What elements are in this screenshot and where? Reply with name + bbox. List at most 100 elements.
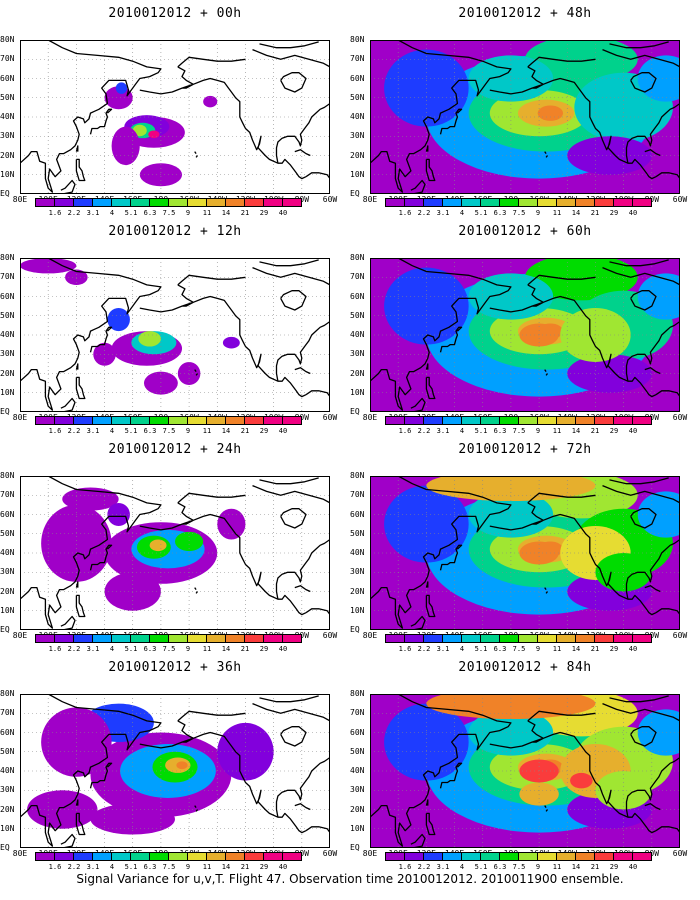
legend-label: 11 bbox=[202, 427, 212, 435]
lat-label: 70N bbox=[350, 54, 365, 64]
legend-swatch bbox=[35, 416, 55, 425]
legend-label: 40 bbox=[278, 209, 288, 217]
coastline bbox=[527, 492, 596, 504]
legend-swatch bbox=[423, 416, 443, 425]
legend-label: 29 bbox=[609, 427, 619, 435]
legend-swatch bbox=[442, 634, 462, 643]
legend-swatch bbox=[168, 416, 188, 425]
coastline bbox=[195, 591, 199, 594]
coastline bbox=[425, 145, 429, 152]
coastline bbox=[280, 72, 307, 93]
lon-label: 80E bbox=[362, 413, 378, 422]
lat-label: 40N bbox=[0, 548, 15, 557]
legend-label: 6.3 bbox=[143, 427, 157, 435]
legend-label: 14 bbox=[221, 209, 231, 217]
coastline bbox=[89, 326, 113, 353]
coastline bbox=[177, 56, 246, 68]
coastline bbox=[177, 710, 246, 722]
lat-label: 70N bbox=[0, 708, 15, 718]
coastline bbox=[609, 477, 669, 485]
legend-label: 9 bbox=[535, 209, 541, 217]
panel-title: 2010012012 + 00h bbox=[108, 6, 242, 21]
variance-contour bbox=[148, 130, 160, 139]
legend-label: 9 bbox=[185, 645, 191, 653]
legend-label: 3.1 bbox=[86, 209, 100, 217]
coastline bbox=[294, 585, 311, 593]
lat-label: 10N bbox=[0, 169, 15, 179]
coastline bbox=[625, 102, 680, 164]
coastline bbox=[410, 615, 426, 630]
legend-swatch bbox=[263, 852, 283, 861]
legend-label: 9 bbox=[185, 209, 191, 217]
legend-label: 9 bbox=[535, 427, 541, 435]
coastline bbox=[545, 809, 549, 812]
coastline bbox=[177, 720, 307, 834]
variance-contour bbox=[149, 539, 167, 552]
lat-label: 30N bbox=[0, 131, 15, 141]
variance-contour bbox=[104, 86, 133, 110]
legend-swatch bbox=[206, 634, 226, 643]
legend-swatch bbox=[423, 852, 443, 861]
legend-label: 3.1 bbox=[86, 863, 100, 871]
coastline bbox=[425, 799, 429, 806]
map-frame bbox=[370, 476, 680, 630]
coastline bbox=[527, 274, 596, 286]
lat-label: 50N bbox=[350, 746, 365, 756]
legend-swatch bbox=[575, 852, 595, 861]
legend-label: 14 bbox=[221, 427, 231, 435]
legend-swatch bbox=[461, 416, 481, 425]
legend-swatch bbox=[594, 198, 614, 207]
legend-swatch bbox=[594, 634, 614, 643]
legend-swatch bbox=[480, 198, 500, 207]
color-legend bbox=[385, 416, 652, 425]
coastline bbox=[602, 484, 680, 504]
legend-swatch bbox=[130, 852, 150, 861]
lon-label: 80E bbox=[12, 413, 28, 422]
lat-label: 10N bbox=[350, 605, 365, 615]
lat-label: EQ bbox=[350, 843, 360, 852]
coastline bbox=[439, 108, 463, 135]
coastline bbox=[602, 702, 680, 722]
variance-contour bbox=[115, 82, 128, 94]
legend-swatch bbox=[499, 198, 519, 207]
color-legend bbox=[35, 852, 302, 861]
coastline bbox=[630, 72, 657, 93]
lat-label: 30N bbox=[0, 349, 15, 359]
lat-label: 20N bbox=[350, 804, 365, 814]
legend-swatch bbox=[613, 634, 633, 643]
coastline bbox=[252, 484, 330, 504]
legend-label: 11 bbox=[202, 645, 212, 653]
coastline bbox=[630, 290, 657, 311]
legend-swatch bbox=[613, 416, 633, 425]
panel-title: 2010012012 + 12h bbox=[108, 224, 242, 239]
legend-swatch bbox=[263, 198, 283, 207]
legend-swatch bbox=[244, 416, 264, 425]
legend-label: 7.5 bbox=[512, 863, 526, 871]
coastline bbox=[75, 581, 79, 588]
coastline bbox=[275, 756, 330, 818]
legend-swatch bbox=[130, 634, 150, 643]
coastline bbox=[194, 587, 197, 590]
map-panel: 2010012012 + 24h 80N 70N 60N 50N 40N 30N 20N 10N… bbox=[0, 436, 350, 654]
coastline bbox=[75, 145, 79, 152]
lat-label: 80N bbox=[350, 471, 365, 480]
legend-swatch bbox=[54, 852, 74, 861]
coastline bbox=[439, 544, 463, 571]
coastline bbox=[655, 172, 680, 179]
coastline bbox=[527, 66, 657, 180]
legend-label: 1.6 bbox=[398, 209, 412, 217]
coastline bbox=[425, 158, 436, 182]
legend-swatch bbox=[499, 416, 519, 425]
legend-swatch bbox=[187, 198, 207, 207]
coastline bbox=[370, 258, 512, 411]
lat-label: 20N bbox=[0, 150, 15, 160]
legend-swatch bbox=[130, 416, 150, 425]
coastline bbox=[545, 373, 549, 376]
legend-swatch bbox=[111, 852, 131, 861]
legend-swatch bbox=[594, 852, 614, 861]
coastline bbox=[425, 363, 429, 370]
legend-label: 11 bbox=[552, 209, 562, 217]
variance-contour bbox=[138, 331, 161, 347]
coastline bbox=[294, 367, 311, 375]
variance-contour bbox=[41, 504, 112, 582]
